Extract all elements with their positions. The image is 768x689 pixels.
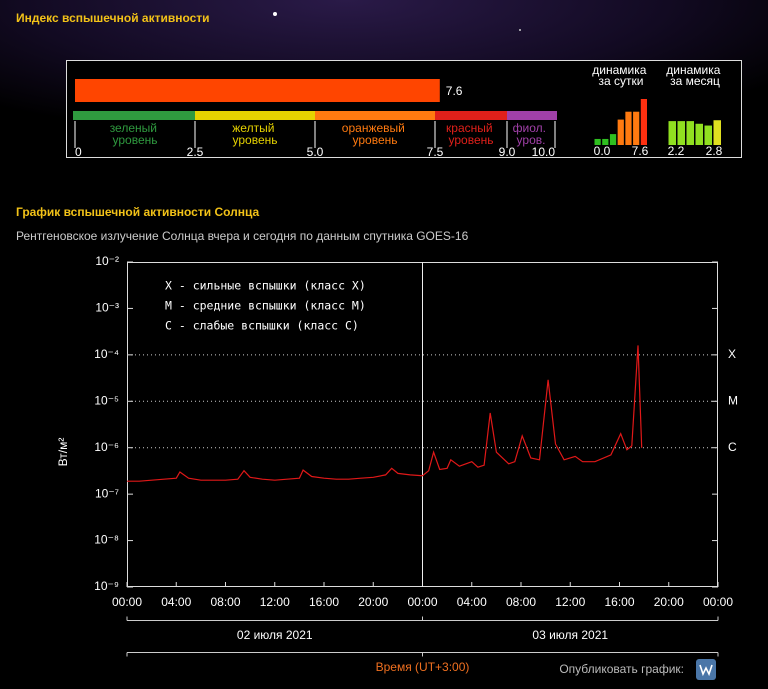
- bar: [594, 138, 601, 145]
- x-tick-label: 00:00: [112, 595, 142, 609]
- vk-glyph: [699, 664, 713, 677]
- level-label: красный уровень: [446, 121, 496, 147]
- legend-text: C - слабые вспышки (класс C): [165, 319, 359, 333]
- x-tick-label: 08:00: [210, 595, 240, 609]
- chart-subtitle: Рентгеновское излучение Солнца вчера и с…: [16, 229, 469, 243]
- x-tick-label: 08:00: [506, 595, 536, 609]
- date-label: 03 июля 2021: [532, 628, 608, 642]
- level-label: фиол. уров.: [513, 121, 550, 147]
- bar: [617, 119, 624, 145]
- star: [519, 29, 521, 31]
- level-label: желтый уровень: [232, 121, 277, 147]
- bar: [609, 134, 617, 145]
- bar: [713, 120, 721, 145]
- x-tick-label: 00:00: [407, 595, 437, 609]
- bar: [686, 121, 694, 145]
- x-tick-label: 00:00: [703, 595, 733, 609]
- flux-line: [127, 345, 643, 482]
- x-tick-label: 16:00: [604, 595, 634, 609]
- tick-label: 0.0: [594, 144, 611, 158]
- y-tick-label: 10⁻⁴: [94, 347, 119, 361]
- x-tick-label: 04:00: [161, 595, 191, 609]
- y-tick-label: 10⁻⁷: [95, 486, 119, 500]
- bar: [640, 99, 647, 145]
- bar: [677, 121, 685, 145]
- level-label: зеленый уровень: [110, 121, 161, 147]
- dynamics-title: динамика за сутки: [592, 63, 649, 88]
- y-tick-label: 10⁻⁸: [94, 533, 119, 547]
- y-tick-label: 10⁻²: [95, 254, 119, 268]
- page-title: Индекс вспышечной активности: [16, 11, 210, 25]
- x-tick-label: 12:00: [260, 595, 290, 609]
- tick-label: 2.8: [706, 144, 723, 158]
- class-label: X: [728, 347, 736, 361]
- bar: [625, 111, 632, 145]
- bar: [704, 125, 712, 145]
- tick-label: 5.0: [307, 145, 324, 159]
- legend-text: M - средние вспышки (класс M): [165, 299, 366, 313]
- tick-label: 0: [75, 145, 82, 159]
- index-bar: [75, 79, 440, 102]
- legend-text: X - сильные вспышки (класс X): [165, 279, 366, 293]
- y-tick-label: 10⁻³: [95, 301, 119, 315]
- tick-label: 7.6: [632, 144, 649, 158]
- tick-label: 2.2: [668, 144, 685, 158]
- x-tick-label: 04:00: [457, 595, 487, 609]
- x-axis-label: Время (UT+3:00): [376, 660, 470, 674]
- x-tick-label: 20:00: [654, 595, 684, 609]
- tick-label: 9.0: [499, 145, 516, 159]
- bar: [695, 123, 703, 145]
- class-label: M: [728, 393, 738, 407]
- y-tick-label: 10⁻⁶: [94, 440, 119, 454]
- star: [273, 12, 277, 16]
- bar: [602, 138, 609, 145]
- y-tick-label: 10⁻⁹: [94, 579, 119, 593]
- class-label: C: [728, 440, 737, 454]
- level-band: [73, 111, 557, 120]
- x-tick-label: 12:00: [555, 595, 585, 609]
- dynamics-title: динамика за месяц: [666, 63, 723, 88]
- level-label: оранжевый уровень: [342, 121, 408, 147]
- bar: [668, 121, 676, 145]
- publish-label: Опубликовать график:: [559, 662, 684, 676]
- y-axis-label: Вт/м²: [56, 438, 70, 467]
- y-tick-label: 10⁻⁵: [94, 393, 119, 407]
- date-label: 02 июля 2021: [237, 628, 313, 642]
- tick-label: 7.5: [427, 145, 444, 159]
- bar: [633, 111, 640, 145]
- vk-button[interactable]: [696, 659, 716, 680]
- x-tick-label: 16:00: [309, 595, 339, 609]
- x-tick-label: 20:00: [358, 595, 388, 609]
- chart-title: График вспышечной активности Солнца: [16, 205, 260, 219]
- index-value: 7.6: [446, 84, 463, 98]
- tick-label: 2.5: [187, 145, 204, 159]
- tick-label: 10.0: [532, 145, 556, 159]
